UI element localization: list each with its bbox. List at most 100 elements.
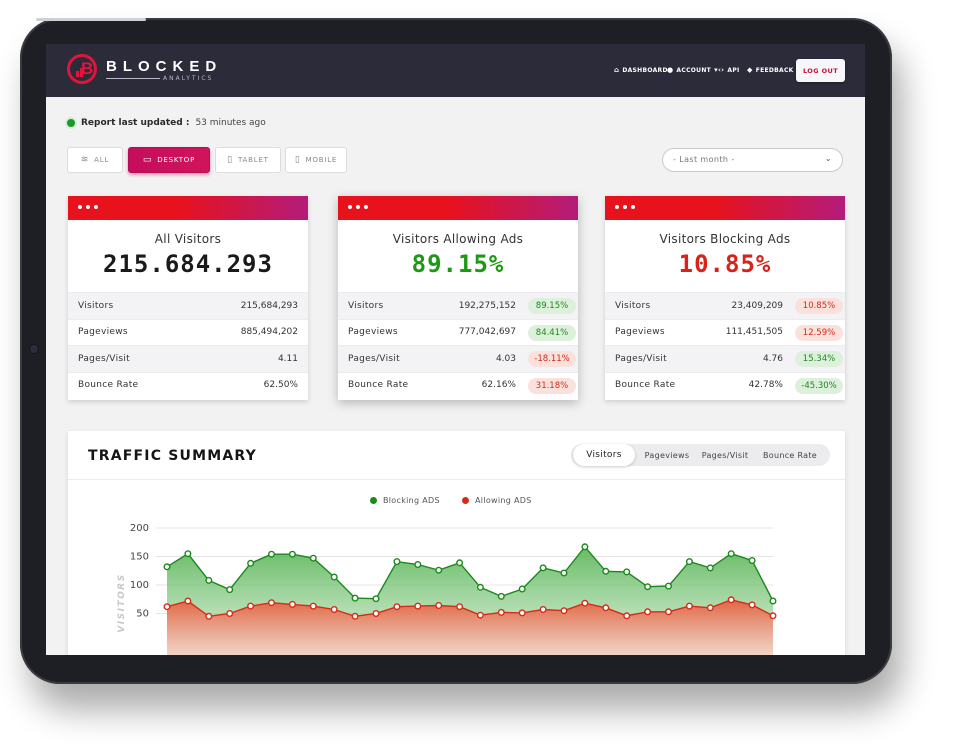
data-point-blocking[interactable] (163, 563, 171, 571)
data-point-blocking[interactable] (748, 556, 756, 564)
data-point-allowing[interactable] (727, 596, 735, 604)
data-point-blocking[interactable] (476, 583, 484, 591)
date-range-select[interactable]: - Last month - ⌄ (662, 148, 843, 172)
data-point-blocking[interactable] (706, 564, 714, 572)
data-point-blocking[interactable] (372, 595, 380, 603)
window-dots-icon (78, 205, 98, 209)
dashboard-icon: ⌂ (614, 66, 620, 74)
data-point-blocking[interactable] (769, 597, 777, 605)
data-point-allowing[interactable] (435, 601, 443, 609)
data-point-allowing[interactable] (769, 612, 777, 620)
traffic-summary-panel: TRAFFIC SUMMARY Visitors Pageviews Pages… (68, 431, 845, 655)
tablet-icon: ▯ (227, 155, 234, 165)
layers-icon: ≋ (80, 155, 90, 165)
brand-logo-icon[interactable]: B (67, 54, 97, 84)
data-point-blocking[interactable] (665, 582, 673, 590)
nav-account[interactable]: ● ACCOUNT ▾ (667, 66, 718, 74)
data-point-allowing[interactable] (226, 609, 234, 617)
stat-label: Visitors (78, 300, 114, 311)
data-point-allowing[interactable] (163, 603, 171, 611)
data-point-blocking[interactable] (435, 566, 443, 574)
legend-item-allowing[interactable]: Allowing ADS (462, 496, 532, 505)
stat-row: Pages/Visit 4.76 15.34% (605, 345, 845, 372)
data-point-allowing[interactable] (685, 602, 693, 610)
stat-value: 62.50% (263, 380, 298, 391)
data-point-blocking[interactable] (226, 586, 234, 594)
tab-visitors[interactable]: Visitors (573, 444, 635, 466)
data-point-blocking[interactable] (414, 560, 422, 568)
data-point-blocking[interactable] (581, 543, 589, 551)
data-point-allowing[interactable] (644, 608, 652, 616)
data-point-blocking[interactable] (685, 558, 693, 566)
data-point-blocking[interactable] (288, 550, 296, 558)
filter-tablet-button[interactable]: ▯ TABLET (215, 147, 281, 173)
data-point-allowing[interactable] (288, 600, 296, 608)
user-icon: ● (667, 66, 674, 74)
data-point-blocking[interactable] (205, 576, 213, 584)
data-point-blocking[interactable] (247, 559, 255, 567)
data-point-allowing[interactable] (205, 612, 213, 620)
legend-item-blocking[interactable]: Blocking ADS (370, 496, 440, 505)
stat-row: Visitors 192,275,152 89.15% (338, 292, 578, 319)
tab-bounce-rate[interactable]: Bounce Rate (762, 450, 818, 460)
filter-all-button[interactable]: ≋ ALL (67, 147, 123, 173)
data-point-allowing[interactable] (267, 599, 275, 607)
data-point-blocking[interactable] (518, 585, 526, 593)
data-point-allowing[interactable] (539, 605, 547, 613)
data-point-blocking[interactable] (623, 568, 631, 576)
logout-button[interactable]: LOG OUT (796, 59, 845, 82)
data-point-blocking[interactable] (539, 564, 547, 572)
data-point-allowing[interactable] (581, 599, 589, 607)
data-point-blocking[interactable] (330, 573, 338, 581)
data-point-allowing[interactable] (184, 597, 192, 605)
data-point-allowing[interactable] (456, 603, 464, 611)
filter-mobile-label: MOBILE (305, 156, 338, 164)
data-point-allowing[interactable] (497, 608, 505, 616)
stat-value: 23,409,209 (731, 300, 783, 311)
nav-feedback[interactable]: ◆ FEEDBACK (747, 66, 794, 74)
filter-tablet-label: TABLET (238, 156, 269, 164)
data-point-allowing[interactable] (414, 602, 422, 610)
data-point-allowing[interactable] (476, 611, 484, 619)
data-point-blocking[interactable] (602, 567, 610, 575)
brand-subtitle: ANALYTICS (163, 75, 214, 82)
nav-api[interactable]: ‹› API (718, 66, 740, 74)
brand-name[interactable]: BLOCKED (106, 58, 223, 75)
data-point-blocking[interactable] (456, 559, 464, 567)
data-point-allowing[interactable] (247, 602, 255, 610)
data-point-blocking[interactable] (267, 550, 275, 558)
data-point-allowing[interactable] (560, 607, 568, 615)
nav-dashboard[interactable]: ⌂ DASHBOARD (614, 66, 668, 74)
data-point-allowing[interactable] (330, 605, 338, 613)
stat-label: Bounce Rate (615, 380, 676, 391)
data-point-allowing[interactable] (623, 612, 631, 620)
filter-desktop-button[interactable]: ▭ DESKTOP (128, 147, 210, 173)
data-point-blocking[interactable] (560, 569, 568, 577)
data-point-blocking[interactable] (644, 583, 652, 591)
data-point-blocking[interactable] (393, 558, 401, 566)
stat-label: Pageviews (348, 327, 398, 338)
data-point-blocking[interactable] (497, 592, 505, 600)
stat-value: 215,684,293 (240, 300, 298, 311)
stat-row: Pages/Visit 4.03 -18.11% (338, 345, 578, 372)
data-point-allowing[interactable] (748, 601, 756, 609)
data-point-blocking[interactable] (727, 550, 735, 558)
data-point-allowing[interactable] (518, 609, 526, 617)
data-point-blocking[interactable] (309, 554, 317, 562)
stat-value: 4.11 (277, 353, 298, 364)
data-point-allowing[interactable] (393, 603, 401, 611)
data-point-allowing[interactable] (351, 612, 359, 620)
data-point-allowing[interactable] (309, 602, 317, 610)
data-point-allowing[interactable] (372, 609, 380, 617)
tab-pageviews[interactable]: Pageviews (644, 450, 690, 460)
data-point-allowing[interactable] (602, 604, 610, 612)
chevron-down-icon: ▾ (714, 66, 718, 74)
data-point-blocking[interactable] (184, 550, 192, 558)
tab-pages-visit[interactable]: Pages/Visit (701, 450, 749, 460)
filter-mobile-button[interactable]: ▯ MOBILE (285, 147, 347, 173)
data-point-allowing[interactable] (665, 608, 673, 616)
data-point-blocking[interactable] (351, 594, 359, 602)
data-point-allowing[interactable] (706, 604, 714, 612)
traffic-chart: 200 150 100 50 VISITORS (117, 523, 777, 655)
status-label: Report last updated : (81, 118, 190, 128)
